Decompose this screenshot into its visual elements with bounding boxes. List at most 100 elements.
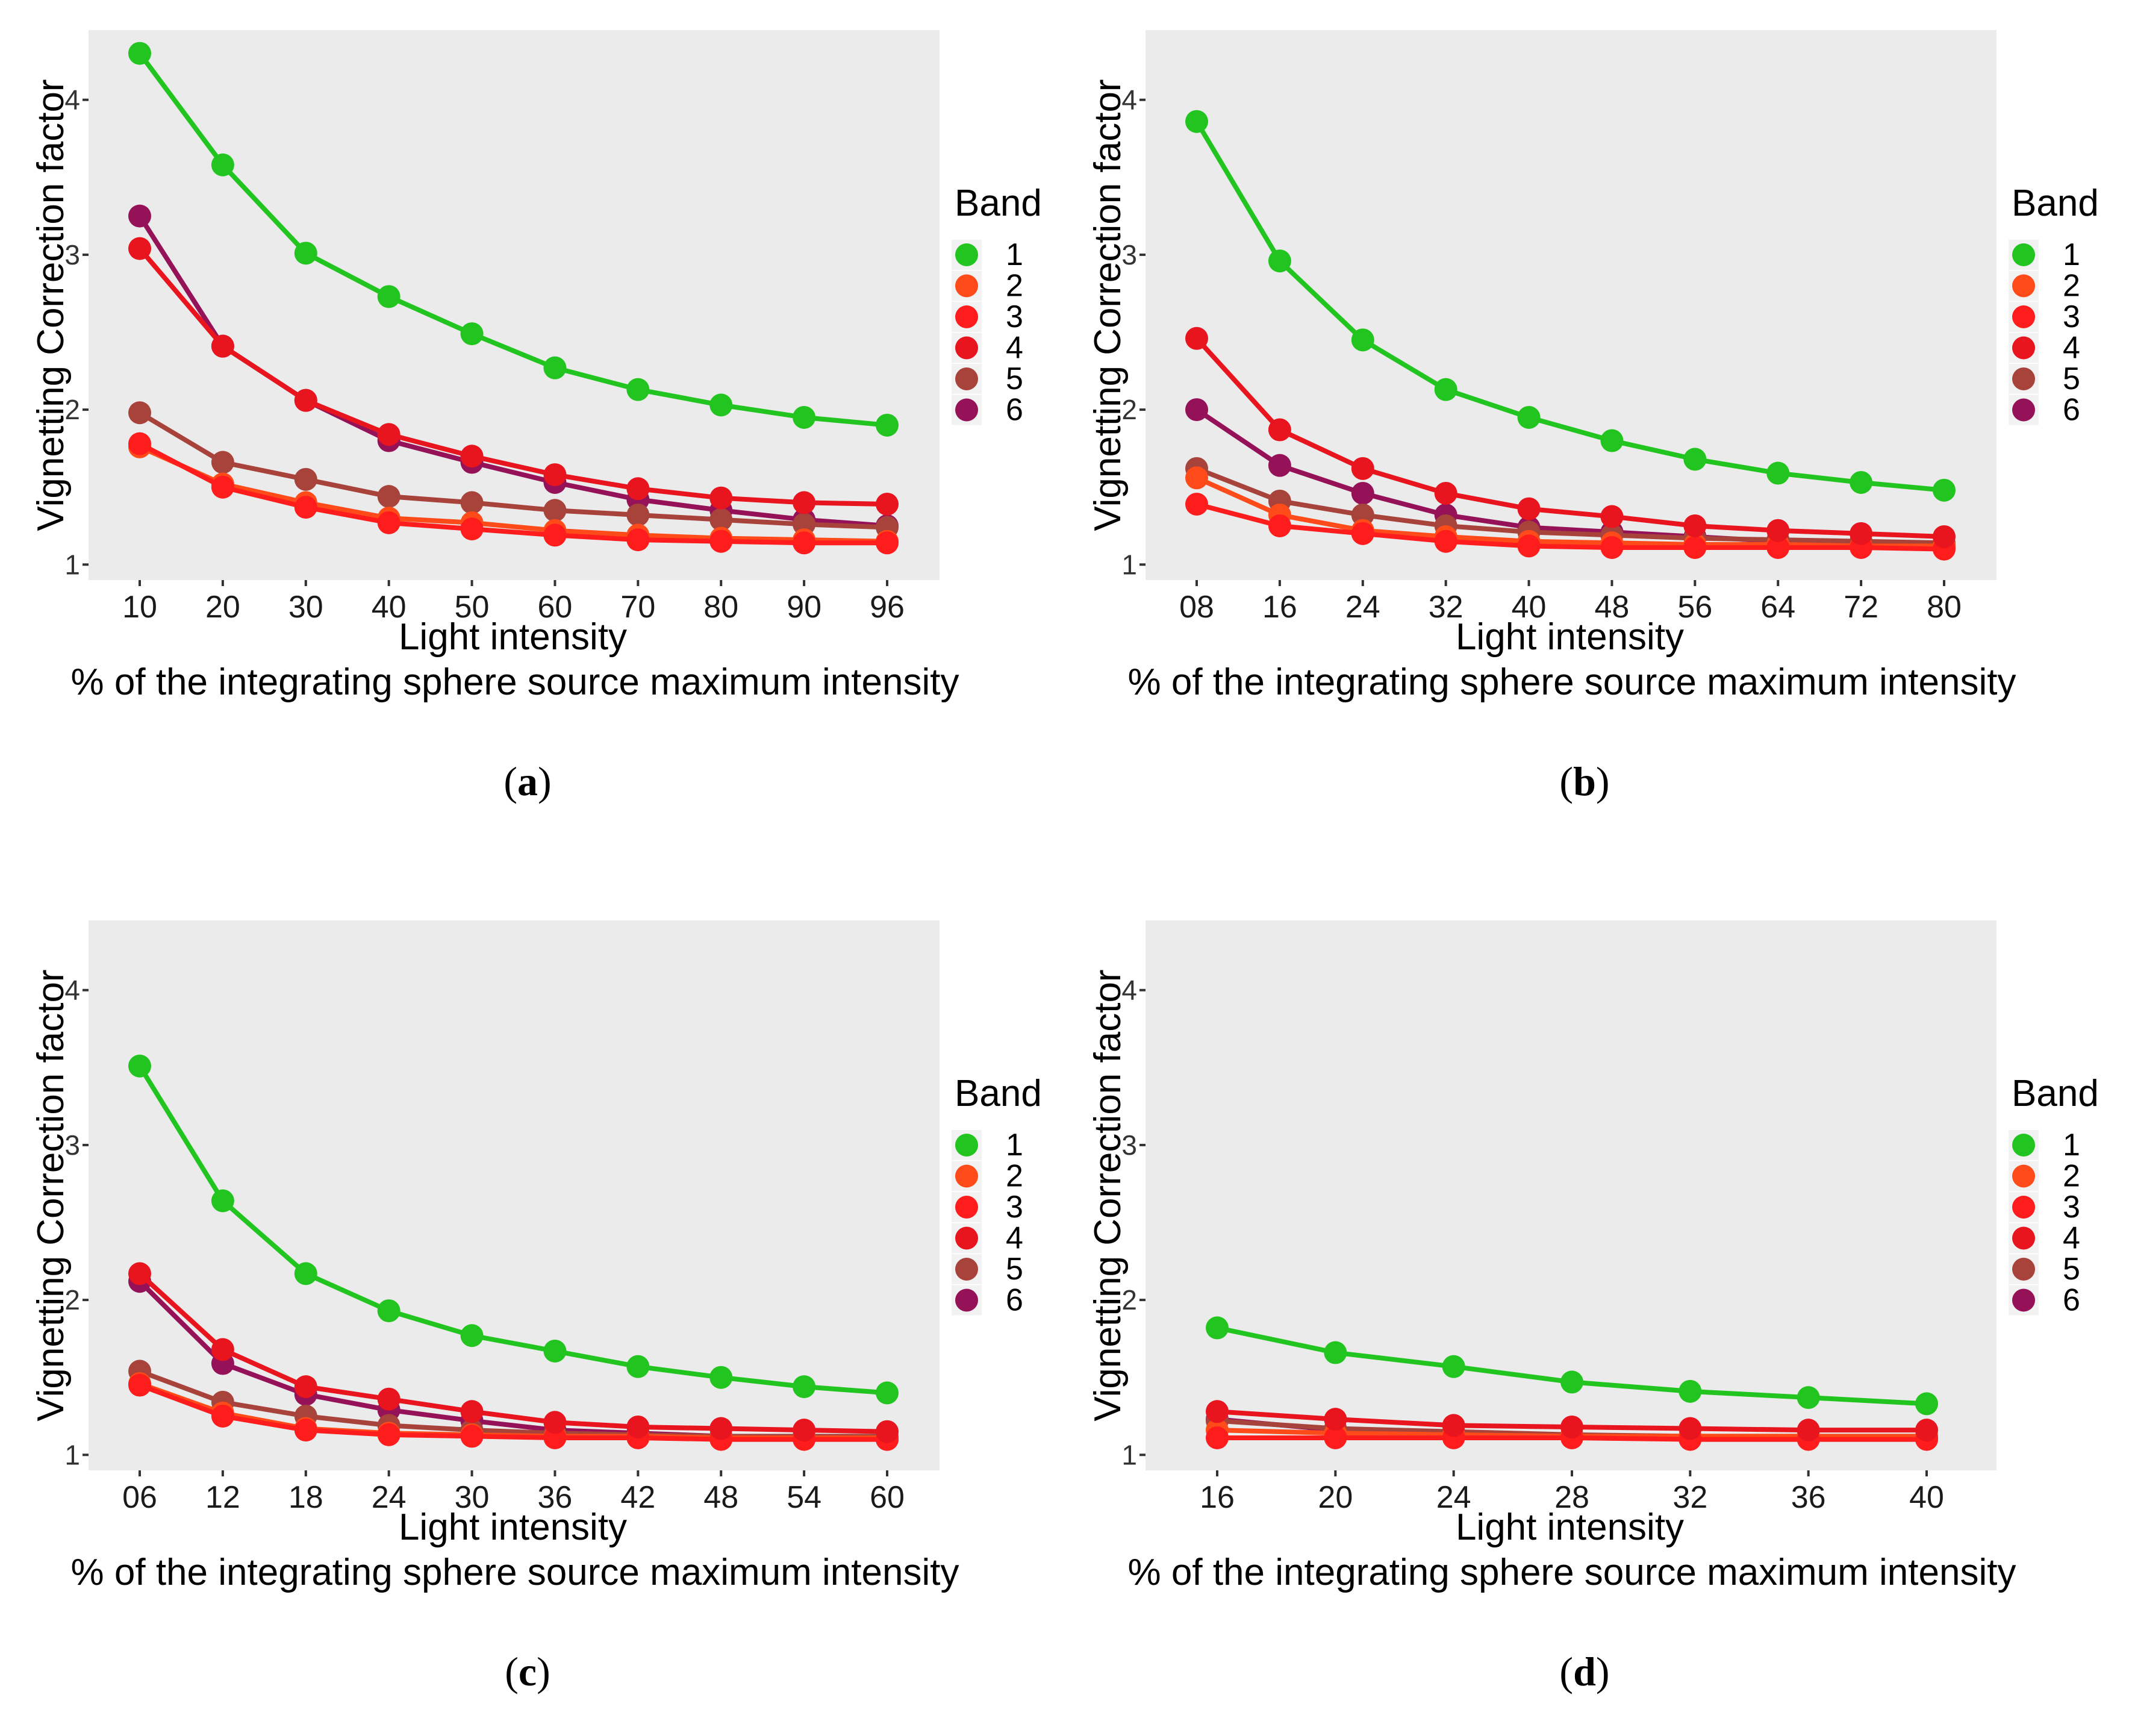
x-tick-label: 56 (1677, 590, 1712, 625)
legend-marker (2012, 336, 2035, 360)
series-band-4 (1185, 326, 1956, 548)
legend-marker (955, 305, 978, 328)
series-line (1195, 466, 1945, 546)
data-point (294, 496, 317, 519)
data-point (128, 401, 151, 425)
series-line (137, 1064, 888, 1396)
data-point (543, 356, 567, 379)
series-band-1 (128, 42, 899, 437)
legend-marker (2012, 1288, 2035, 1312)
x-tick-label: 54 (787, 1480, 821, 1515)
x-axis-sublabel: % of the integrating sphere source maxim… (71, 661, 959, 703)
x-tick-label: 30 (288, 590, 323, 625)
data-point (543, 499, 567, 522)
data-point (460, 1324, 484, 1347)
data-point (876, 531, 899, 555)
data-point (294, 467, 317, 491)
x-tick-label: 20 (1318, 1480, 1353, 1515)
panel-label-close: ) (537, 1649, 550, 1694)
legend-marker (2012, 367, 2035, 390)
x-tick-label: 16 (1262, 590, 1297, 625)
legend-marker (955, 1226, 978, 1250)
y-tick-label: 2 (64, 1284, 80, 1316)
x-tick-label: 06 (122, 1480, 157, 1515)
panel-label: (c) (505, 1649, 550, 1694)
data-point (211, 1404, 234, 1428)
data-point (543, 523, 567, 547)
legend-marker (955, 398, 978, 422)
x-tick-label: 80 (1927, 590, 1962, 625)
data-point (1324, 1426, 1347, 1449)
x-tick-label: 48 (1595, 590, 1630, 625)
panel-label-close: ) (1596, 1649, 1610, 1694)
data-point (1185, 398, 1208, 422)
legend-label: 2 (2063, 1159, 2080, 1194)
x-tick-label: 48 (703, 1480, 738, 1515)
data-point (1915, 1419, 1938, 1442)
x-axis-sublabel: % of the integrating sphere source maxim… (1128, 661, 2016, 703)
series-line (139, 442, 887, 546)
data-point (1268, 514, 1291, 537)
x-tick-label: 90 (787, 590, 821, 625)
x-tick-label: 18 (288, 1480, 323, 1515)
data-point (1442, 1355, 1465, 1378)
data-point (709, 393, 733, 417)
x-tick-label: 24 (1436, 1480, 1471, 1515)
series-line (139, 445, 888, 544)
data-point (793, 1419, 816, 1442)
data-point (1517, 497, 1541, 520)
data-point (377, 485, 401, 508)
data-point (1766, 535, 1790, 559)
legend-marker (2012, 1134, 2035, 1157)
data-point (1933, 525, 1956, 548)
legend-marker (955, 336, 978, 360)
panel-label-open: ( (503, 758, 517, 804)
data-point (460, 517, 484, 541)
legend-label: 3 (1006, 299, 1023, 334)
panel-label: (b) (1559, 758, 1609, 804)
x-tick-label: 60 (538, 590, 573, 625)
data-point (1766, 519, 1790, 542)
legend-label: 1 (1006, 237, 1023, 272)
legend-label: 3 (1006, 1190, 1023, 1225)
y-tick-label: 3 (1121, 1129, 1137, 1161)
legend-marker (2012, 1164, 2035, 1188)
data-point (1679, 1379, 1702, 1403)
y-tick-label: 4 (1121, 84, 1137, 116)
x-tick-label: 80 (703, 590, 738, 625)
legend-marker (2012, 398, 2035, 422)
panel-label-close: ) (1596, 758, 1610, 804)
legend-marker (955, 1288, 978, 1312)
y-tick-label: 3 (64, 1129, 80, 1161)
data-point (1351, 457, 1374, 480)
data-point (377, 423, 401, 446)
panel-label-close: ) (538, 758, 552, 804)
data-point (1850, 522, 1873, 545)
data-point (1683, 448, 1707, 471)
x-tick-label: 36 (538, 1480, 573, 1515)
panel-label-letter: d (1573, 1649, 1596, 1694)
data-point (460, 1425, 484, 1448)
legend-label: 6 (2063, 393, 2080, 428)
x-tick-label: 08 (1179, 590, 1214, 625)
legend-marker (955, 243, 978, 266)
data-point (1600, 505, 1624, 528)
legend-label: 2 (1006, 1159, 1023, 1194)
data-point (793, 405, 816, 429)
legend-label: 3 (2063, 299, 2080, 334)
x-tick-label: 72 (1844, 590, 1878, 625)
legend-marker (955, 1134, 978, 1157)
legend-label: 6 (1006, 393, 1023, 428)
data-point (626, 477, 650, 501)
legend-marker (2012, 305, 2035, 328)
x-tick-label: 70 (620, 590, 655, 625)
y-tick-label: 2 (64, 394, 80, 425)
series-band-1 (128, 1054, 899, 1405)
data-point (1434, 378, 1457, 401)
legend-marker (2012, 243, 2035, 266)
series-band-1 (1185, 110, 1956, 502)
data-point (1268, 418, 1291, 442)
